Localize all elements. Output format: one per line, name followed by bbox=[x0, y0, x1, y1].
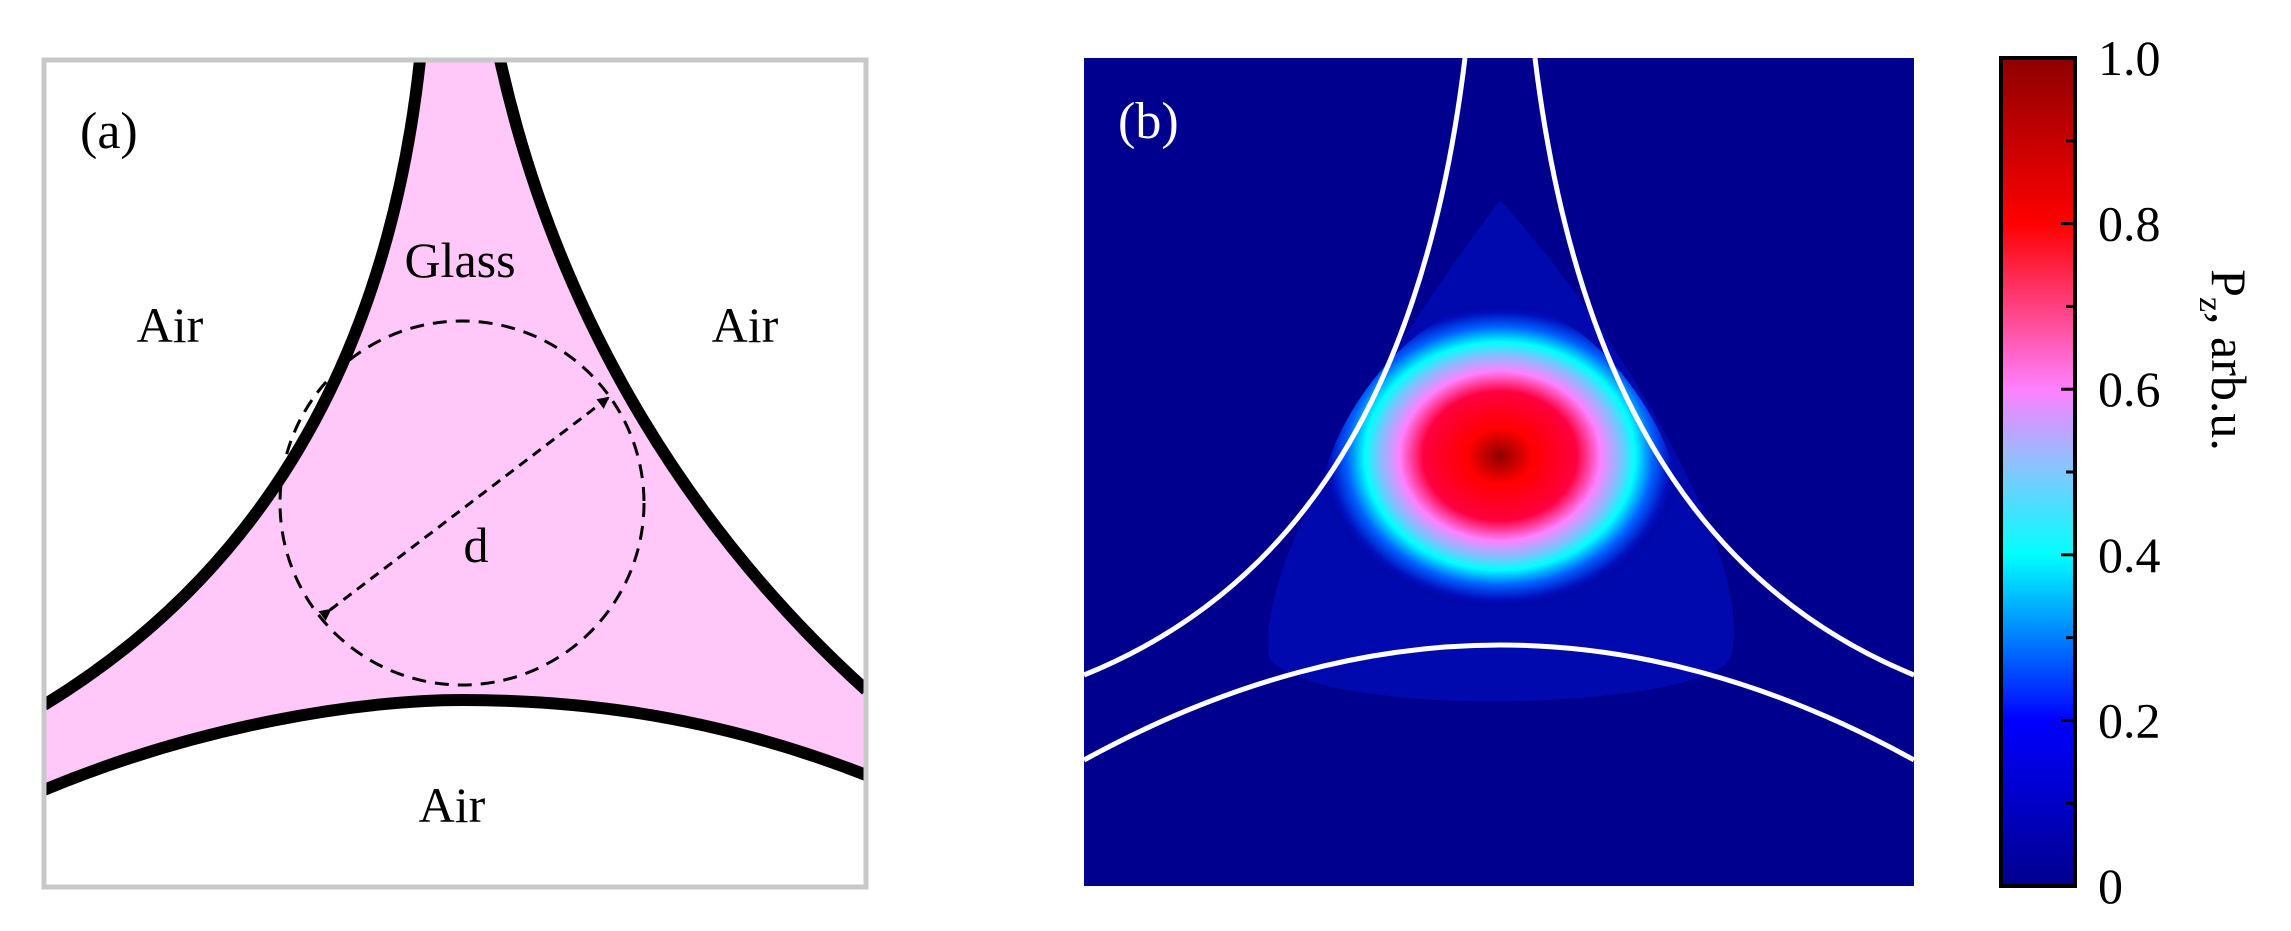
left-air-hole-boundary bbox=[44, 60, 426, 711]
diameter-label: d bbox=[464, 517, 489, 573]
panel-a-label: (a) bbox=[80, 103, 138, 160]
panel-a-frame bbox=[41, 57, 869, 890]
colorbar-tick-label: 0.8 bbox=[2098, 196, 2161, 252]
colorbar-tick-label: 0 bbox=[2098, 858, 2123, 914]
colorbar-tick-label: 0.4 bbox=[2098, 527, 2161, 583]
colorbar-ticks: 0 0.2 0.4 0.6 0.8 1.0 bbox=[2061, 30, 2161, 914]
right-air-hole-boundary bbox=[494, 60, 866, 695]
inscribed-circle bbox=[278, 319, 646, 687]
diameter-arrow bbox=[318, 396, 610, 621]
colorbar-tick-label: 1.0 bbox=[2098, 30, 2161, 86]
panel-b: (b) bbox=[1084, 58, 1914, 886]
glass-label: Glass bbox=[404, 232, 515, 288]
right-boundary-curve bbox=[1532, 58, 1914, 678]
air-left-label: Air bbox=[137, 297, 204, 353]
panel-a: (a) Glass Air Air Air d bbox=[41, 57, 869, 890]
air-bottom-label: Air bbox=[419, 777, 486, 833]
panel-b-label: (b) bbox=[1118, 93, 1179, 150]
colorbar-gradient bbox=[1999, 56, 2077, 888]
air-right-label: Air bbox=[712, 297, 779, 353]
colorbar: 0 0.2 0.4 0.6 0.8 1.0 Pz, arb.u. bbox=[1999, 30, 2257, 914]
left-boundary-curve bbox=[1084, 58, 1468, 678]
colorbar-axis-label: Pz, arb.u. bbox=[2192, 269, 2257, 451]
bottom-air-hole-boundary bbox=[44, 693, 866, 796]
bottom-boundary-curve bbox=[1084, 642, 1914, 763]
colorbar-tick-label: 0.2 bbox=[2098, 692, 2161, 748]
colorbar-tick-label: 0.6 bbox=[2098, 361, 2161, 417]
mode-field-distribution bbox=[1317, 302, 1683, 610]
